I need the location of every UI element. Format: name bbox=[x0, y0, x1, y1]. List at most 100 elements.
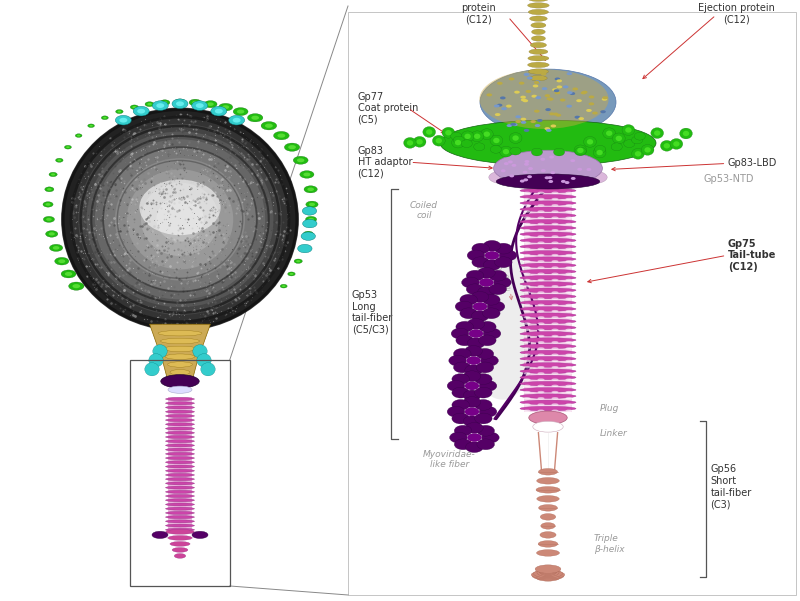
Ellipse shape bbox=[53, 246, 59, 249]
Text: Coiled
coil: Coiled coil bbox=[410, 201, 438, 220]
Ellipse shape bbox=[538, 541, 558, 547]
Ellipse shape bbox=[566, 304, 573, 306]
Ellipse shape bbox=[554, 91, 560, 94]
Ellipse shape bbox=[538, 198, 545, 200]
Ellipse shape bbox=[499, 250, 517, 261]
Ellipse shape bbox=[166, 410, 194, 413]
Ellipse shape bbox=[466, 442, 483, 453]
Bar bbox=[348, 12, 796, 595]
Ellipse shape bbox=[166, 503, 194, 506]
Ellipse shape bbox=[557, 85, 562, 88]
Ellipse shape bbox=[551, 403, 558, 406]
Ellipse shape bbox=[537, 119, 542, 122]
Ellipse shape bbox=[523, 403, 530, 406]
Ellipse shape bbox=[626, 127, 632, 133]
Ellipse shape bbox=[538, 248, 545, 250]
Ellipse shape bbox=[500, 96, 506, 99]
Ellipse shape bbox=[494, 105, 499, 108]
Ellipse shape bbox=[552, 88, 558, 91]
Ellipse shape bbox=[137, 109, 145, 114]
Ellipse shape bbox=[566, 341, 573, 343]
Text: Gp75
Tail-tube
(C12): Gp75 Tail-tube (C12) bbox=[728, 239, 776, 272]
Ellipse shape bbox=[523, 304, 530, 306]
Ellipse shape bbox=[631, 136, 642, 144]
Ellipse shape bbox=[463, 390, 481, 401]
Ellipse shape bbox=[606, 130, 613, 136]
Ellipse shape bbox=[54, 257, 69, 265]
Ellipse shape bbox=[512, 135, 519, 141]
Ellipse shape bbox=[478, 267, 495, 278]
Ellipse shape bbox=[523, 204, 530, 206]
Ellipse shape bbox=[508, 160, 513, 163]
Ellipse shape bbox=[222, 105, 229, 109]
Ellipse shape bbox=[680, 128, 692, 139]
Ellipse shape bbox=[538, 409, 545, 412]
Ellipse shape bbox=[229, 115, 245, 125]
Ellipse shape bbox=[43, 202, 53, 207]
Ellipse shape bbox=[566, 198, 573, 200]
Ellipse shape bbox=[466, 284, 484, 294]
Ellipse shape bbox=[514, 91, 520, 94]
Ellipse shape bbox=[490, 135, 503, 146]
Ellipse shape bbox=[306, 233, 311, 235]
Ellipse shape bbox=[521, 118, 526, 121]
Ellipse shape bbox=[141, 183, 219, 256]
Ellipse shape bbox=[530, 75, 547, 81]
Ellipse shape bbox=[449, 355, 466, 366]
Ellipse shape bbox=[479, 406, 497, 417]
Ellipse shape bbox=[551, 260, 558, 263]
Ellipse shape bbox=[673, 141, 680, 147]
Ellipse shape bbox=[538, 397, 545, 400]
Ellipse shape bbox=[589, 96, 594, 99]
Ellipse shape bbox=[566, 322, 573, 325]
Ellipse shape bbox=[501, 169, 506, 172]
Ellipse shape bbox=[303, 172, 310, 176]
Ellipse shape bbox=[538, 223, 545, 225]
Ellipse shape bbox=[303, 231, 314, 237]
Ellipse shape bbox=[436, 138, 442, 144]
Ellipse shape bbox=[523, 385, 530, 387]
Ellipse shape bbox=[520, 245, 576, 249]
Ellipse shape bbox=[452, 413, 470, 424]
Ellipse shape bbox=[462, 131, 474, 142]
Ellipse shape bbox=[309, 203, 315, 206]
Ellipse shape bbox=[531, 95, 537, 98]
Ellipse shape bbox=[586, 168, 591, 171]
Ellipse shape bbox=[500, 146, 513, 157]
Ellipse shape bbox=[265, 124, 273, 128]
Ellipse shape bbox=[611, 143, 622, 151]
Ellipse shape bbox=[450, 432, 467, 443]
Ellipse shape bbox=[520, 232, 576, 236]
Ellipse shape bbox=[535, 96, 541, 99]
Ellipse shape bbox=[160, 338, 200, 344]
Ellipse shape bbox=[496, 174, 600, 189]
Ellipse shape bbox=[520, 263, 576, 267]
Ellipse shape bbox=[176, 102, 184, 106]
Ellipse shape bbox=[548, 176, 553, 179]
Ellipse shape bbox=[50, 244, 62, 251]
Ellipse shape bbox=[294, 156, 308, 164]
Ellipse shape bbox=[162, 101, 167, 104]
Ellipse shape bbox=[156, 103, 164, 108]
Ellipse shape bbox=[523, 266, 530, 269]
Ellipse shape bbox=[166, 486, 194, 489]
Ellipse shape bbox=[166, 490, 194, 493]
Ellipse shape bbox=[524, 73, 530, 76]
Ellipse shape bbox=[523, 192, 530, 194]
Ellipse shape bbox=[290, 273, 294, 275]
Ellipse shape bbox=[156, 197, 204, 242]
Ellipse shape bbox=[237, 109, 244, 114]
Ellipse shape bbox=[602, 98, 607, 101]
Ellipse shape bbox=[586, 109, 592, 112]
Ellipse shape bbox=[426, 129, 433, 135]
Ellipse shape bbox=[526, 90, 531, 93]
Ellipse shape bbox=[664, 143, 670, 148]
Text: Gp83
HT adaptor
(C12): Gp83 HT adaptor (C12) bbox=[358, 145, 412, 179]
Ellipse shape bbox=[58, 259, 66, 263]
Ellipse shape bbox=[566, 353, 573, 356]
Ellipse shape bbox=[66, 146, 70, 148]
Ellipse shape bbox=[538, 353, 545, 356]
Ellipse shape bbox=[566, 235, 573, 237]
Ellipse shape bbox=[487, 301, 505, 312]
Ellipse shape bbox=[465, 365, 482, 376]
